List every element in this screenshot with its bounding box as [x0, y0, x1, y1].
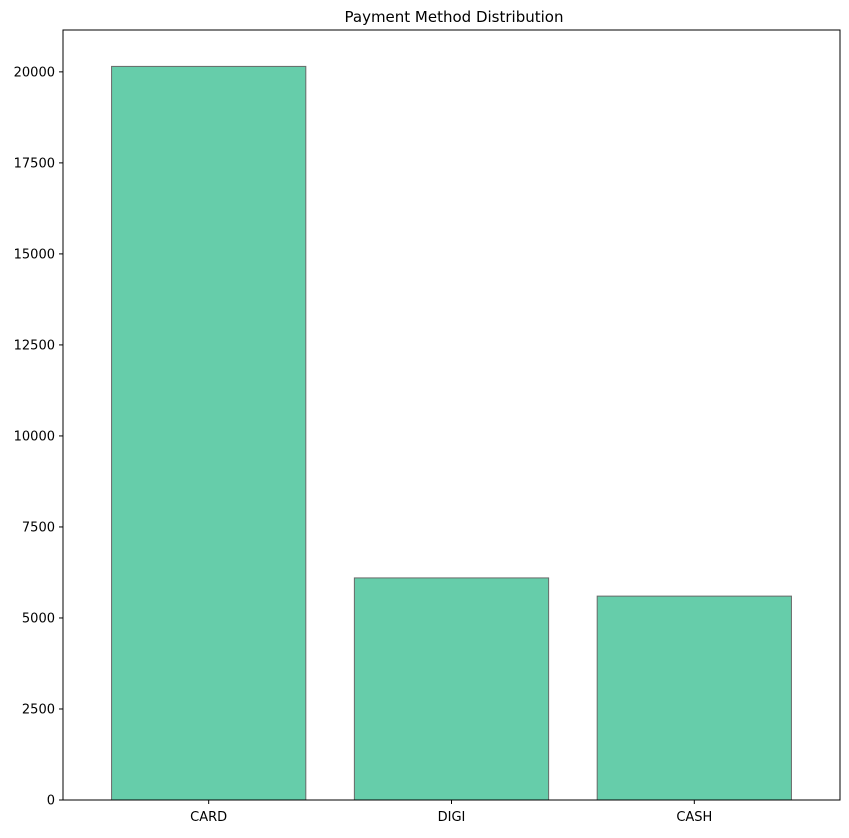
plot-frame — [62, 29, 841, 801]
x-axis: CARD DIGI CASH — [190, 800, 712, 825]
bar-card — [111, 65, 307, 801]
y-tick-label: 12500 — [14, 338, 55, 353]
y-tick-label: 0 — [47, 794, 55, 809]
x-tick-label: CASH — [676, 810, 712, 825]
x-tick-label: CARD — [190, 810, 227, 825]
x-tick-label: DIGI — [438, 810, 466, 825]
y-tick-label: 10000 — [14, 429, 55, 444]
y-tick-label: 2500 — [22, 702, 55, 717]
bars-layer — [111, 65, 792, 801]
bar-digi — [353, 577, 550, 801]
y-tick-label: 17500 — [14, 156, 55, 171]
y-tick-label: 5000 — [22, 611, 55, 626]
chart-title: Payment Method Distribution — [345, 8, 564, 26]
bar-cash — [596, 595, 792, 801]
y-tick-label: 15000 — [14, 247, 55, 262]
y-tick-label: 7500 — [22, 520, 55, 535]
y-axis: 0 2500 5000 7500 10000 12500 15000 17500 20000 — [14, 65, 63, 809]
y-tick-label: 20000 — [14, 65, 55, 80]
